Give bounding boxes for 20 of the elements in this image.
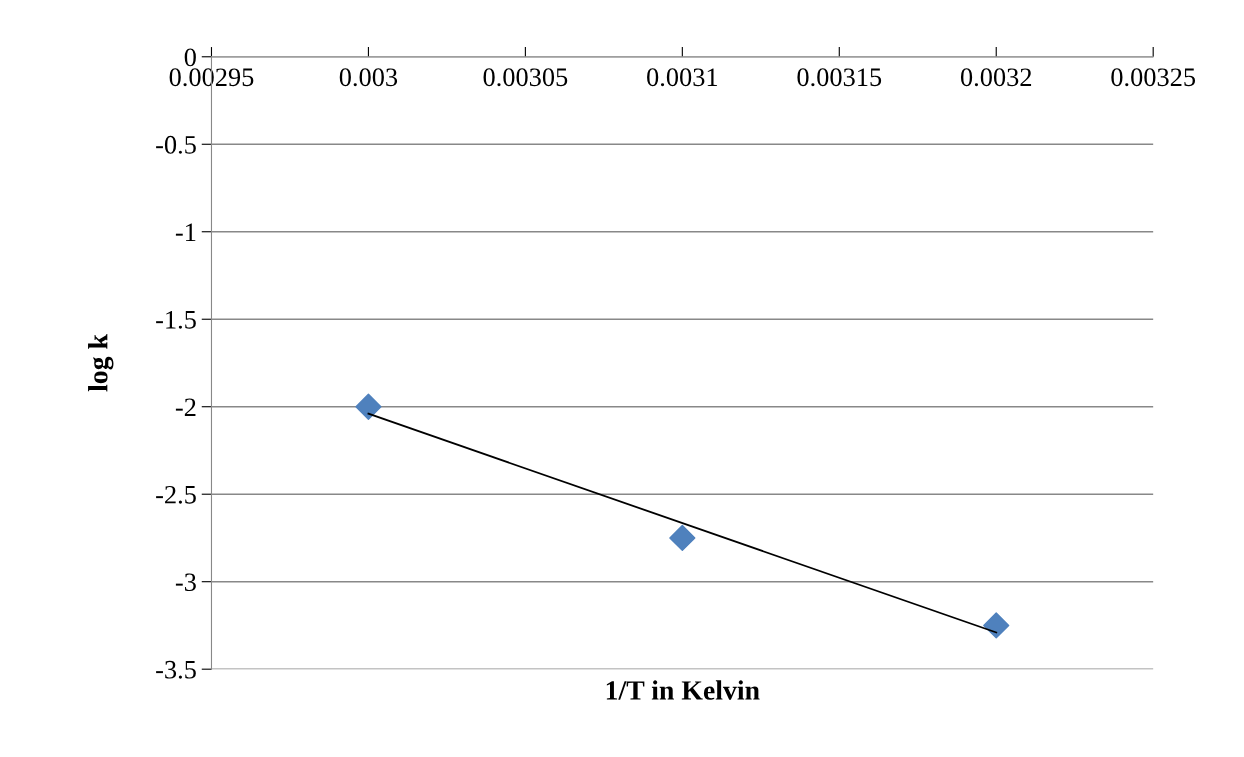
y-tick-label: -2.5	[156, 485, 196, 504]
y-tick-label: -2	[175, 398, 196, 416]
y-tick-label: -3	[175, 573, 196, 592]
y-tick-label: -3.5	[156, 660, 196, 679]
y-tick-label: -1	[175, 223, 196, 241]
x-axis-title: 1/T in Kelvin	[606, 680, 760, 700]
y-tick-label: -1.5	[156, 310, 196, 329]
x-tick-label: 0.0031	[647, 68, 718, 87]
x-tick-label: 0.00315	[797, 68, 882, 87]
point	[669, 524, 696, 552]
y-tick-label: 0	[184, 48, 196, 67]
y-tick-label: -0.5	[156, 135, 196, 154]
x-tick-label: 0.003	[339, 68, 398, 87]
x-tick-label: 0.00305	[483, 68, 568, 87]
x-tick-label: 0.00295	[169, 68, 254, 87]
x-tick-label: 0.00325	[1111, 68, 1196, 87]
x-tick-label: 0.0032	[960, 68, 1032, 87]
point	[983, 612, 1010, 639]
point	[355, 393, 382, 420]
y-axis-title: log k	[88, 334, 114, 392]
